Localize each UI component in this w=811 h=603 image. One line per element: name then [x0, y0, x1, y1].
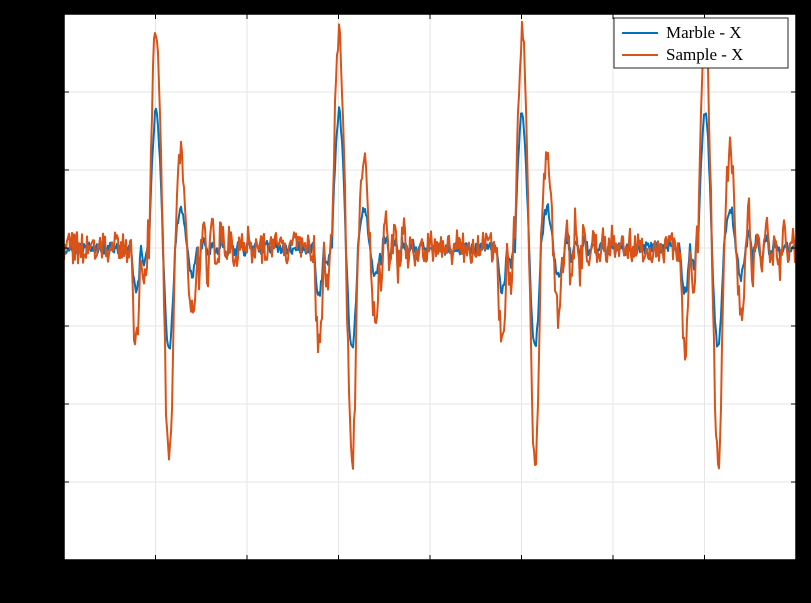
- legend-label-0: Marble - X: [666, 23, 742, 42]
- line-chart: Marble - X Sample - X: [0, 0, 811, 603]
- chart-container: Marble - X Sample - X: [0, 0, 811, 603]
- legend: Marble - X Sample - X: [614, 18, 788, 68]
- legend-label-1: Sample - X: [666, 45, 743, 64]
